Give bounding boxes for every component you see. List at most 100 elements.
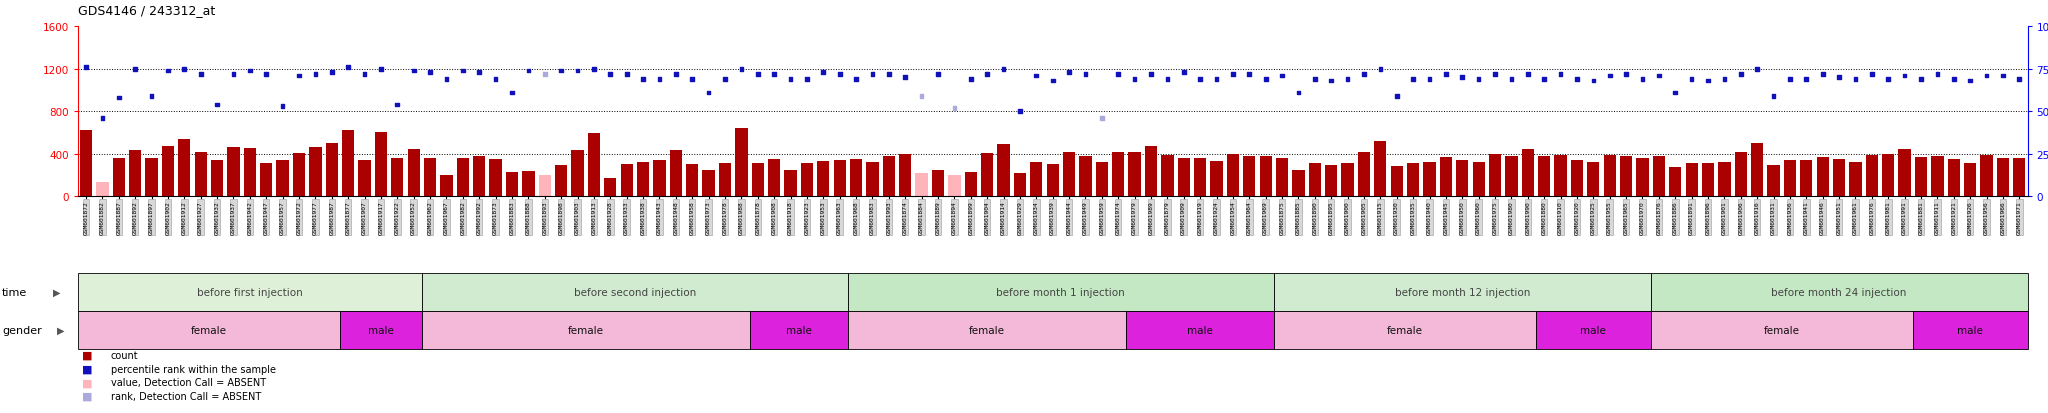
Bar [489, 159, 502, 197]
Point [233, 68, 266, 75]
Bar [1473, 163, 1485, 197]
Bar [1126, 311, 1274, 349]
Bar [817, 161, 829, 197]
Bar [342, 131, 354, 197]
Point [922, 71, 954, 78]
Bar [899, 154, 911, 197]
Bar [1669, 168, 1681, 197]
Point [1397, 76, 1430, 83]
Bar [1358, 152, 1370, 197]
Bar [1227, 154, 1239, 197]
Bar [506, 172, 518, 197]
Text: ■: ■ [82, 364, 92, 374]
Bar [915, 173, 928, 197]
Point [152, 68, 184, 75]
Point [1184, 76, 1217, 83]
Point [1774, 76, 1806, 83]
Point [348, 71, 381, 78]
Point [692, 90, 725, 97]
Bar [129, 151, 141, 197]
Point [578, 66, 610, 73]
Bar [145, 159, 158, 197]
Bar [883, 157, 895, 197]
Bar [473, 157, 485, 197]
Bar [1997, 159, 2009, 197]
Point [709, 76, 741, 83]
Point [1102, 71, 1135, 78]
Point [168, 66, 201, 73]
Bar [1686, 164, 1698, 197]
Bar [1651, 273, 2028, 311]
Point [102, 95, 135, 102]
Bar [1079, 157, 1092, 197]
Bar [1784, 161, 1796, 197]
Point [315, 70, 348, 76]
Text: GDS4146 / 243312_at: GDS4146 / 243312_at [78, 4, 215, 17]
Point [250, 71, 283, 78]
Bar [981, 153, 993, 197]
Bar [1866, 155, 1878, 197]
Bar [1653, 157, 1665, 197]
Bar [1964, 164, 1976, 197]
Point [1004, 109, 1036, 115]
Text: before month 24 injection: before month 24 injection [1772, 287, 1907, 297]
Bar [1767, 166, 1780, 197]
Point [283, 73, 315, 80]
Point [1577, 78, 1610, 85]
Point [1151, 76, 1184, 83]
Bar [1210, 161, 1223, 197]
Bar [1735, 152, 1747, 197]
Bar [848, 273, 1274, 311]
Point [1069, 71, 1102, 78]
Point [1757, 93, 1790, 100]
Point [1823, 75, 1855, 81]
Point [791, 76, 823, 83]
Bar [1800, 161, 1812, 197]
Point [479, 76, 512, 83]
Bar [1030, 163, 1042, 197]
Point [1872, 76, 1905, 83]
Bar [1571, 161, 1583, 197]
Bar [768, 159, 780, 197]
Bar [195, 152, 207, 197]
Text: time: time [2, 287, 27, 297]
Point [1298, 76, 1331, 83]
Point [676, 76, 709, 83]
Bar [1849, 163, 1862, 197]
Point [496, 90, 528, 97]
Bar [670, 151, 682, 197]
Bar [621, 165, 633, 197]
Bar [1522, 150, 1534, 197]
Text: before first injection: before first injection [197, 287, 303, 297]
Text: male: male [369, 325, 393, 335]
Point [905, 93, 938, 100]
Point [266, 104, 299, 110]
Bar [1882, 154, 1894, 197]
Bar [752, 164, 764, 197]
Point [1135, 71, 1167, 78]
Point [414, 70, 446, 76]
Bar [539, 176, 551, 197]
Text: female: female [1386, 325, 1423, 335]
Bar [424, 159, 436, 197]
Point [1610, 71, 1642, 78]
Point [823, 71, 856, 78]
Point [1839, 76, 1872, 83]
Point [1020, 73, 1053, 80]
Point [1495, 76, 1528, 83]
Bar [78, 311, 340, 349]
Bar [1948, 159, 1960, 197]
Bar [1260, 157, 1272, 197]
Bar [1702, 164, 1714, 197]
Bar [1554, 155, 1567, 197]
Bar [686, 165, 698, 197]
Point [135, 93, 168, 100]
Point [1511, 71, 1544, 78]
Point [545, 68, 578, 75]
Point [1888, 73, 1921, 80]
Point [201, 102, 233, 109]
Point [1905, 76, 1937, 83]
Bar [227, 148, 240, 197]
Bar [1751, 144, 1763, 197]
Point [954, 76, 987, 83]
